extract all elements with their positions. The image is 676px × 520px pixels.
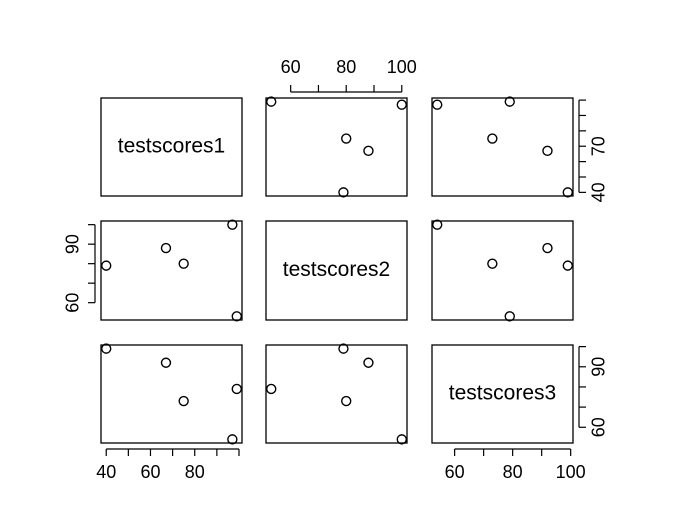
point bbox=[338, 187, 349, 198]
point bbox=[178, 395, 189, 407]
y-tick-label: 40 bbox=[589, 182, 609, 202]
x-tick-label: 80 bbox=[185, 462, 205, 482]
point bbox=[231, 311, 242, 322]
point bbox=[160, 357, 172, 368]
point bbox=[266, 96, 277, 107]
y-tick-label: 60 bbox=[589, 417, 609, 437]
point bbox=[231, 383, 242, 395]
point bbox=[562, 187, 573, 198]
panel-frame bbox=[100, 220, 243, 321]
point bbox=[432, 219, 443, 230]
panel-frame bbox=[100, 344, 243, 444]
panel-frame bbox=[431, 344, 574, 444]
x-tick-label: 60 bbox=[140, 462, 160, 482]
point bbox=[363, 145, 374, 157]
y-tick-label: 60 bbox=[63, 293, 83, 313]
x-tick-label: 60 bbox=[445, 462, 465, 482]
y-tick-label: 90 bbox=[589, 357, 609, 377]
panel-frame bbox=[265, 220, 408, 321]
variable-label: testscores3 bbox=[449, 382, 556, 405]
panel-frame bbox=[100, 97, 243, 197]
point bbox=[432, 99, 443, 110]
point bbox=[101, 260, 112, 271]
point bbox=[487, 258, 498, 269]
variable-label: testscores1 bbox=[118, 135, 225, 158]
x-tick-label: 60 bbox=[281, 57, 301, 77]
panel-frame bbox=[431, 97, 574, 197]
panel-frame bbox=[265, 97, 408, 197]
panel-frame bbox=[265, 344, 408, 444]
x-tick-label: 100 bbox=[387, 57, 417, 77]
point bbox=[504, 96, 515, 107]
point bbox=[266, 383, 277, 395]
x-tick-label: 40 bbox=[96, 462, 116, 482]
point bbox=[487, 133, 498, 144]
y-tick-label: 70 bbox=[589, 136, 609, 156]
point bbox=[363, 357, 374, 368]
x-tick-label: 100 bbox=[556, 462, 586, 482]
panel-frame bbox=[431, 220, 574, 321]
point bbox=[341, 133, 352, 144]
point bbox=[101, 343, 112, 354]
point bbox=[542, 145, 553, 157]
point bbox=[341, 395, 352, 407]
point bbox=[396, 99, 407, 110]
variable-label: testscores2 bbox=[283, 258, 390, 281]
point bbox=[396, 434, 407, 445]
point bbox=[178, 258, 189, 269]
point bbox=[504, 311, 515, 322]
point bbox=[338, 343, 349, 354]
point bbox=[160, 242, 172, 254]
point bbox=[227, 219, 238, 230]
x-tick-label: 80 bbox=[503, 462, 523, 482]
y-tick-label: 90 bbox=[63, 234, 83, 254]
x-tick-label: 80 bbox=[336, 57, 356, 77]
point bbox=[227, 434, 238, 445]
point bbox=[562, 260, 573, 271]
point bbox=[542, 242, 553, 254]
